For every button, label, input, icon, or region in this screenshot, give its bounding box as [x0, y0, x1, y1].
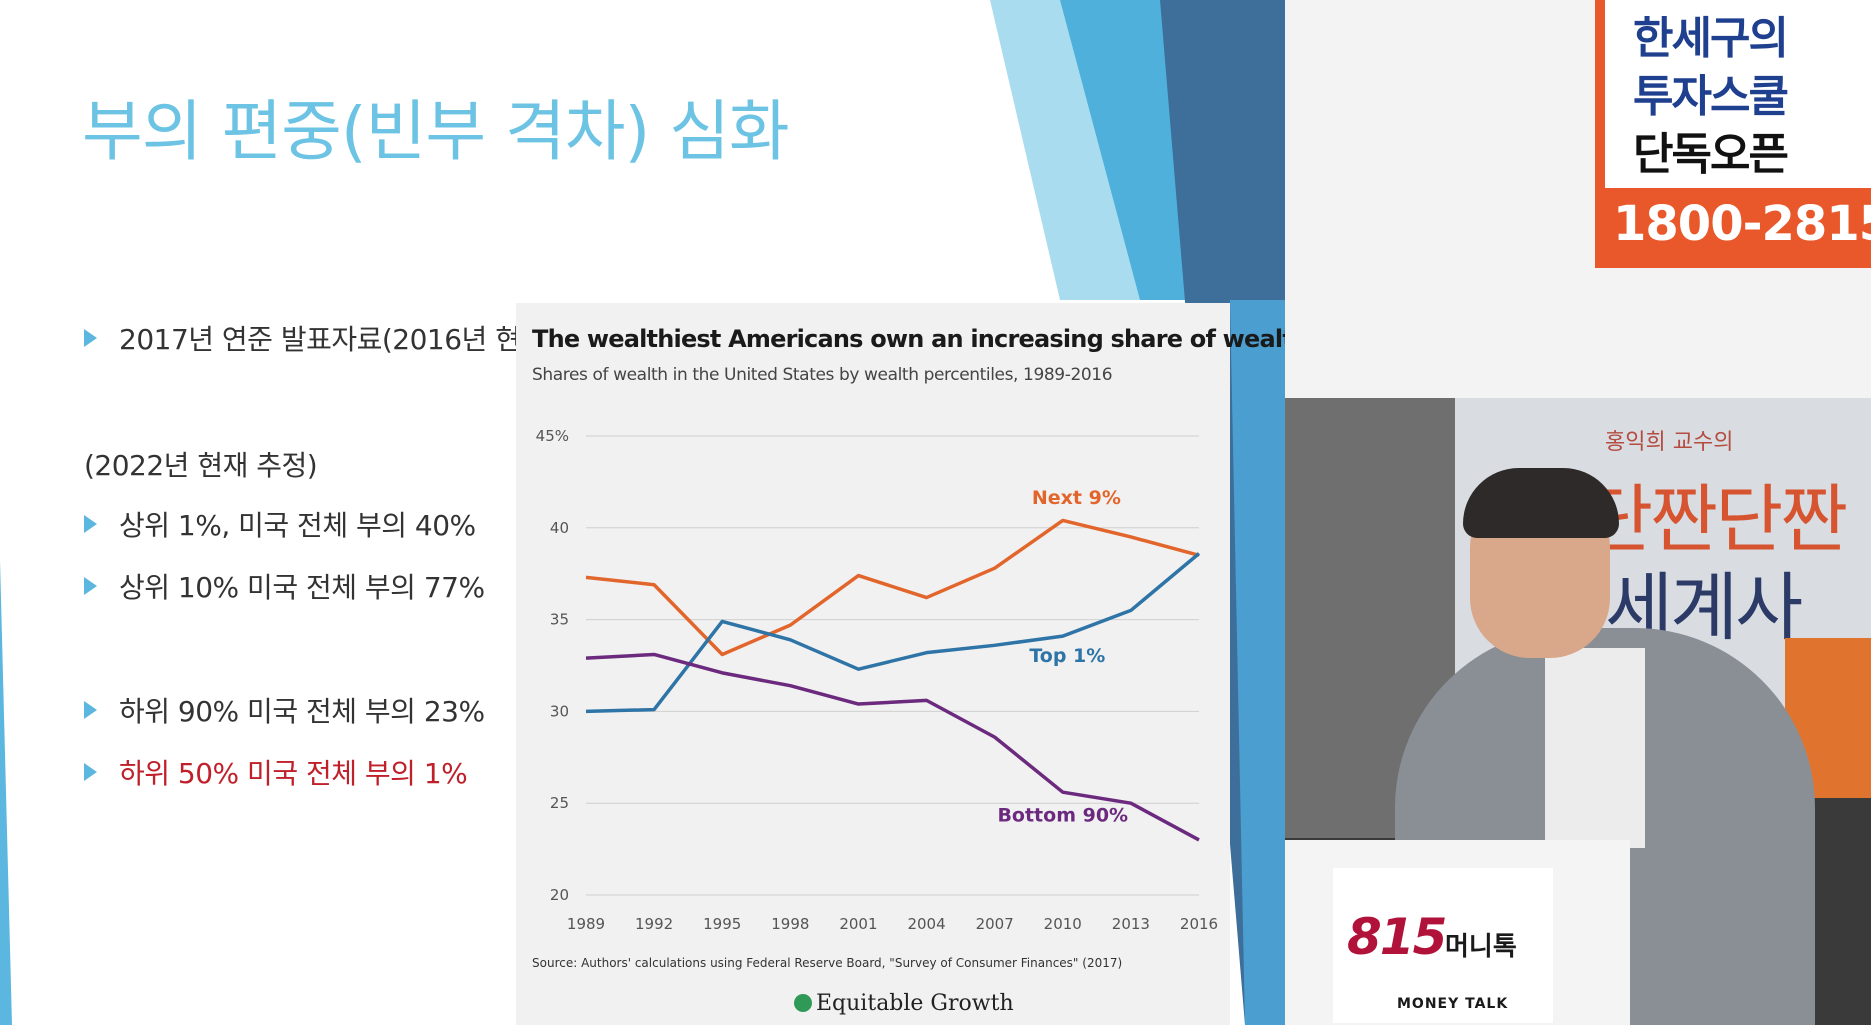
promo-phone: 1800-2815 — [1613, 196, 1871, 252]
x-tick-label: 2013 — [1112, 915, 1150, 933]
x-tick-label: 1998 — [771, 915, 809, 933]
x-tick-label: 2007 — [976, 915, 1014, 933]
bullet-text: 상위 1%, 미국 전체 부의 40% — [119, 509, 476, 542]
promo-line-3: 단독오픈 — [1633, 129, 1789, 180]
series-line-bottom-90- — [585, 652, 1200, 842]
x-tick-label: 2016 — [1180, 915, 1218, 933]
series-label: Top 1% — [1029, 645, 1105, 667]
presenter-shirt — [1545, 648, 1645, 848]
bullet-text: 상위 10% 미국 전체 부의 77% — [119, 571, 485, 604]
chart-subtitle: Shares of wealth in the United States by… — [532, 365, 1113, 385]
bullet-text: 하위 90% 미국 전체 부의 23% — [119, 695, 485, 728]
bullet-top1: 상위 1%, 미국 전체 부의 40% — [84, 504, 476, 544]
equitable-growth-brand: Equitable Growth — [794, 991, 1014, 1016]
y-tick-label: 30 — [550, 702, 569, 720]
promo-banner: 한세구의 투자스쿨 단독오픈 1800-2815 — [1595, 0, 1871, 268]
deco-stripe-blue — [1230, 300, 1285, 1025]
promo-line-2: 투자스쿨 — [1633, 71, 1789, 122]
bullet-arrow-icon — [84, 329, 97, 347]
chart-title: The wealthiest Americans own an increasi… — [532, 325, 1285, 353]
x-tick-label: 1989 — [567, 915, 605, 933]
bullet-text: 2017년 연준 발표자료(2016년 현황) — [119, 323, 557, 356]
presentation-slide: 부의 편중(빈부 격차) 심화 2017년 연준 발표자료(2016년 현황) … — [0, 0, 1285, 1025]
promo-line-1: 한세구의 — [1633, 13, 1789, 64]
equitable-growth-logo-icon — [794, 994, 812, 1012]
y-tick-label: 35 — [550, 611, 569, 629]
series-label: Next 9% — [1032, 487, 1121, 509]
y-tick-label: 25 — [550, 794, 569, 812]
bullet-arrow-icon — [84, 577, 97, 595]
y-tick-label: 45% — [536, 427, 569, 445]
y-tick-label: 40 — [550, 519, 569, 537]
bullet-source: 2017년 연준 발표자료(2016년 현황) — [84, 318, 557, 358]
deco-left-sliver — [0, 560, 12, 1025]
bullet-arrow-icon — [84, 701, 97, 719]
x-tick-label: 2004 — [907, 915, 945, 933]
x-tick-label: 1992 — [635, 915, 673, 933]
poster-author: 홍익희 교수의 — [1605, 430, 1734, 455]
x-tick-label: 1995 — [703, 915, 741, 933]
y-tick-label: 20 — [550, 886, 569, 904]
chart-source: Source: Authors' calculations using Fede… — [532, 956, 1123, 970]
presenter-video: 홍익희 교수의 단짠단짠 세계사 815 머니톡 MONEY TALK — [1285, 398, 1871, 1025]
x-tick-label: 2001 — [839, 915, 877, 933]
x-tick-label: 2010 — [1044, 915, 1082, 933]
bullet-arrow-icon — [84, 515, 97, 533]
wealth-share-line-chart: 45% 40 35 30 25 20 1989 1992 1995 1998 2001 2004 200… — [536, 427, 1218, 933]
slide-title: 부의 편중(빈부 격차) 심화 — [82, 93, 790, 170]
money-talk-logo: 815 머니톡 MONEY TALK — [1333, 868, 1553, 1023]
bullet-bottom90: 하위 90% 미국 전체 부의 23% — [84, 690, 485, 730]
promo-inner: 한세구의 투자스쿨 단독오픈 — [1605, 0, 1871, 188]
chart-card: The wealthiest Americans own an increasi… — [516, 303, 1285, 1025]
poster-title-1: 단짠단짠 — [1585, 477, 1848, 563]
series-label: Bottom 90% — [997, 805, 1128, 827]
bullet-top10: 상위 10% 미국 전체 부의 77% — [84, 566, 485, 606]
logo-number: 815 — [1347, 908, 1447, 966]
presenter-hair — [1463, 468, 1619, 538]
bullet-arrow-icon — [84, 763, 97, 781]
estimate-label: (2022년 현재 추정) — [84, 449, 318, 482]
logo-english: MONEY TALK — [1397, 996, 1509, 1012]
brand-text: Equitable Growth — [816, 991, 1014, 1016]
series-line-next-9- — [585, 518, 1200, 657]
bullet-bottom50: 하위 50% 미국 전체 부의 1% — [84, 752, 468, 792]
bullet-text: 하위 50% 미국 전체 부의 1% — [119, 757, 468, 790]
logo-korean: 머니톡 — [1445, 932, 1517, 962]
series-line-top-1- — [585, 552, 1201, 714]
